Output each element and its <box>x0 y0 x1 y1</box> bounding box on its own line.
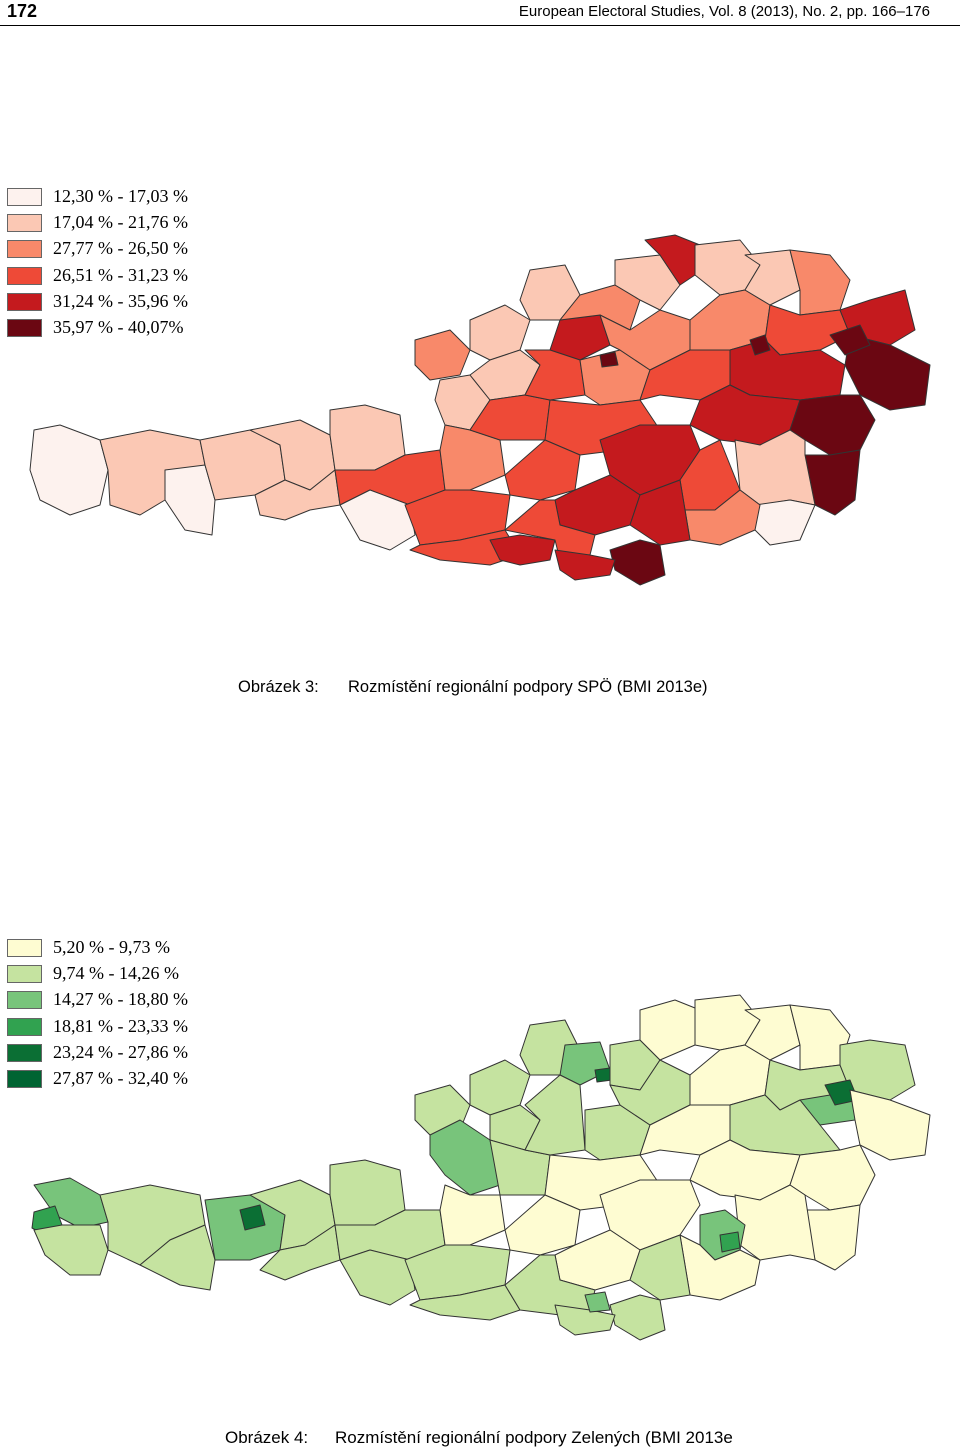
district <box>239 1204 266 1231</box>
district <box>594 1067 613 1083</box>
district <box>844 334 931 411</box>
district <box>849 1089 931 1161</box>
legend-swatch <box>7 266 42 285</box>
district <box>749 334 771 356</box>
caption-text: Rozmístění regionální podpory SPÖ (BMI 2… <box>348 678 708 696</box>
legend-label: 27,77 % - 26,50 % <box>53 238 188 259</box>
legend-label: 27,87 % - 32,40 % <box>53 1067 188 1088</box>
legend-label: 35,97 % - 40,07% <box>53 316 184 337</box>
district <box>414 329 471 381</box>
district <box>789 249 851 316</box>
legend-label: 5,20 % - 9,73 % <box>53 937 170 957</box>
district <box>489 534 556 566</box>
page-header: 172 European Electoral Studies, Vol. 8 (… <box>0 0 960 26</box>
legend-swatch <box>7 188 42 206</box>
legend-label: 12,30 % - 17,03 % <box>53 186 188 206</box>
district <box>609 539 666 586</box>
legend-swatch <box>7 318 42 337</box>
district <box>504 1254 596 1316</box>
district <box>429 1119 501 1196</box>
district <box>734 1184 816 1261</box>
district <box>829 324 871 356</box>
district <box>754 499 816 546</box>
district <box>554 549 616 581</box>
legend-swatch <box>7 965 42 984</box>
legend-swatch <box>7 240 42 259</box>
district <box>609 1294 666 1341</box>
district <box>524 1074 586 1156</box>
header-rule <box>0 25 960 26</box>
caption-label: Obrázek 4: <box>225 1428 309 1447</box>
legend-swatch <box>7 991 42 1010</box>
figure3-map <box>29 234 931 586</box>
legend-label: 18,81 % - 23,33 % <box>53 1015 188 1036</box>
district <box>339 1249 416 1306</box>
district <box>439 1184 506 1246</box>
district <box>524 349 586 401</box>
district <box>599 351 619 368</box>
district <box>33 1224 109 1276</box>
figure4-map <box>31 994 931 1341</box>
legend-label: 14,27 % - 18,80 % <box>53 989 188 1010</box>
caption-label: Obrázek 3: <box>238 678 319 696</box>
journal-reference: European Electoral Studies, Vol. 8 (2013… <box>518 3 930 20</box>
district <box>804 1204 861 1271</box>
district <box>839 1039 916 1101</box>
legend-label: 17,04 % - 21,76 % <box>53 212 188 233</box>
district <box>409 1284 521 1321</box>
legend-label: 23,24 % - 27,86 % <box>53 1041 188 1062</box>
figure4-caption: Obrázek 4: Rozmístění regionální podpory … <box>225 1428 733 1448</box>
legend-swatch <box>7 214 42 233</box>
district <box>684 489 761 546</box>
legend-label: 9,74 % - 14,26 % <box>53 963 179 984</box>
district <box>29 424 109 516</box>
district <box>689 1044 771 1106</box>
page-number: 172 <box>7 1 38 21</box>
legend-label: 26,51 % - 31,23 % <box>53 264 188 285</box>
legend-label: 31,24 % - 35,96 % <box>53 290 188 311</box>
legend-swatch <box>7 1069 42 1088</box>
district <box>504 499 596 561</box>
district <box>584 1291 611 1313</box>
figure3-caption: Obrázek 3: Rozmístění regionální podpory … <box>238 678 708 697</box>
legend-swatch <box>7 1017 42 1036</box>
district <box>339 489 416 551</box>
legend-swatch <box>7 1043 42 1062</box>
legend-swatch <box>7 939 42 957</box>
legend-swatch <box>7 292 42 311</box>
caption-text: Rozmístění regionální podpory Zelených (… <box>335 1428 733 1447</box>
district <box>719 1231 741 1253</box>
